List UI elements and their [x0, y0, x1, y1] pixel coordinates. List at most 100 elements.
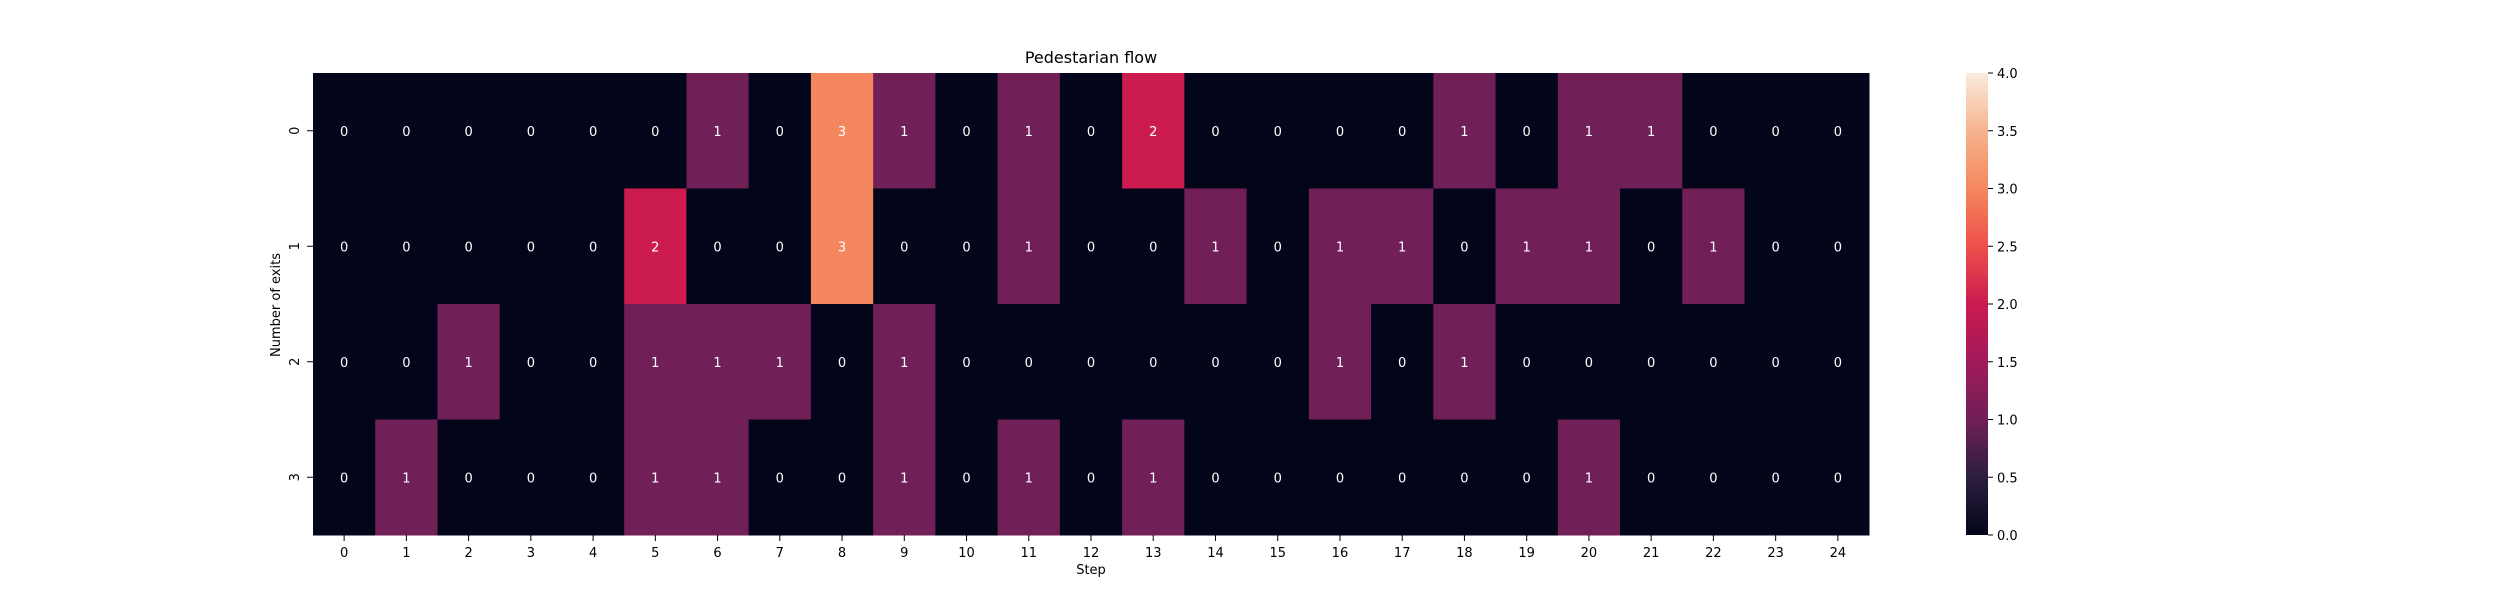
- cell-value-label: 0: [402, 125, 410, 140]
- cell-value-label: 0: [1523, 356, 1531, 371]
- colorbar-tick-label: 0.5: [1997, 471, 2018, 486]
- cell-value-label: 0: [1087, 125, 1095, 140]
- heatmap-cell: [1184, 188, 1248, 305]
- cell-value-label: 1: [651, 356, 659, 371]
- cell-value-label: 1: [713, 471, 721, 486]
- heatmap-cell: [313, 188, 376, 305]
- cell-value-label: 0: [1647, 471, 1655, 486]
- heatmap-cell: [1122, 188, 1185, 305]
- cell-value-label: 0: [340, 356, 348, 371]
- cell-value-label: 1: [1149, 471, 1157, 486]
- heatmap-cell: [997, 304, 1061, 420]
- cell-value-label: 0: [1834, 240, 1842, 255]
- heatmap-cell: [810, 419, 874, 536]
- heatmap-cell: [1682, 304, 1746, 420]
- cell-value-label: 0: [589, 356, 597, 371]
- cell-value-label: 1: [713, 356, 721, 371]
- x-tick-label: 3: [527, 546, 535, 561]
- heatmap-cell: [1246, 419, 1310, 536]
- x-tick-label: 24: [1830, 546, 1847, 561]
- x-tick-label: 11: [1020, 546, 1037, 561]
- heatmap-cell: [1682, 73, 1746, 189]
- cell-value-label: 1: [1460, 356, 1468, 371]
- cell-value-label: 0: [1771, 471, 1779, 486]
- cell-value-label: 0: [1523, 471, 1531, 486]
- cell-value-label: 0: [1274, 240, 1282, 255]
- heatmap-cell: [873, 73, 936, 189]
- x-tick-label: 5: [651, 546, 659, 561]
- heatmap-cell: [1059, 73, 1123, 189]
- y-tick-label: 0: [288, 127, 303, 135]
- x-axis: 0 1 2 3 4 5 6 7 8 9 10 11 12 13 14 15 16 17 18 19 20 21 22 23 24: [340, 535, 1846, 561]
- heatmap-cell: [748, 419, 812, 536]
- heatmap-cell: [375, 188, 438, 305]
- x-tick-label: 9: [900, 546, 908, 561]
- cell-value-label: 1: [1025, 240, 1033, 255]
- heatmap-cell: [686, 73, 750, 189]
- cell-value-label: 0: [1460, 240, 1468, 255]
- heatmap-cell: [1059, 304, 1123, 420]
- cell-value-label: 0: [527, 356, 535, 371]
- cell-value-label: 0: [1834, 356, 1842, 371]
- cell-value-label: 1: [1585, 240, 1593, 255]
- heatmap-cell: [810, 73, 874, 189]
- heatmap-cell: [1059, 188, 1123, 305]
- heatmap-cell: [437, 188, 501, 305]
- heatmap-cell: [1371, 304, 1434, 420]
- cell-value-label: 0: [776, 125, 784, 140]
- heatmap-cell: [748, 304, 812, 420]
- cell-value-label: 0: [464, 240, 472, 255]
- heatmap-cell: [1806, 419, 1870, 536]
- heatmap-cell: [1184, 419, 1248, 536]
- heatmap-cell: [935, 304, 999, 420]
- heatmap-cell: [375, 304, 438, 420]
- heatmap-cell: [499, 188, 563, 305]
- cell-value-label: 1: [776, 356, 784, 371]
- heatmap-cell: [1744, 419, 1808, 536]
- cell-value-label: 1: [402, 471, 410, 486]
- heatmap-cell: [997, 73, 1061, 189]
- x-tick-label: 4: [589, 546, 597, 561]
- heatmap-cell: [561, 73, 625, 189]
- colorbar-tick-label: 2.5: [1997, 240, 2018, 255]
- cell-value-label: 3: [838, 125, 846, 140]
- heatmap-cell: [313, 304, 376, 420]
- heatmap-cell: [313, 419, 376, 536]
- cell-value-label: 1: [1336, 240, 1344, 255]
- cell-value-label: 1: [1398, 240, 1406, 255]
- cell-value-label: 0: [464, 471, 472, 486]
- cell-value-label: 0: [962, 471, 970, 486]
- cell-value-label: 3: [838, 240, 846, 255]
- heatmap-cell: [1744, 73, 1808, 189]
- heatmap-cell: [313, 73, 376, 189]
- heatmap-cell: [1806, 304, 1870, 420]
- heatmap-cell: [1184, 304, 1248, 420]
- heatmap-cell: [686, 188, 750, 305]
- cell-value-label: 0: [589, 240, 597, 255]
- heatmap-cell: [561, 188, 625, 305]
- x-tick-label: 13: [1145, 546, 1162, 561]
- colorbar-tick-label: 1.0: [1997, 414, 2018, 429]
- heatmap-cell: [748, 188, 812, 305]
- cell-value-label: 0: [1087, 356, 1095, 371]
- cell-value-label: 0: [713, 240, 721, 255]
- colorbar-gradient: [1966, 73, 1988, 535]
- heatmap-cell: [1059, 419, 1123, 536]
- cell-value-label: 0: [1211, 125, 1219, 140]
- x-tick-label: 16: [1332, 546, 1349, 561]
- cell-value-label: 0: [527, 125, 535, 140]
- cell-value-label: 0: [527, 240, 535, 255]
- y-tick-label: 1: [288, 242, 303, 250]
- cell-value-label: 1: [1025, 471, 1033, 486]
- cell-value-label: 0: [589, 471, 597, 486]
- heatmap-cell: [997, 419, 1061, 536]
- x-tick-label: 10: [958, 546, 975, 561]
- x-tick-label: 23: [1767, 546, 1784, 561]
- cell-value-label: 0: [1647, 240, 1655, 255]
- cell-value-label: 1: [1025, 125, 1033, 140]
- cell-value-label: 0: [1274, 356, 1282, 371]
- cell-value-label: 1: [900, 125, 908, 140]
- cell-value-label: 1: [1460, 125, 1468, 140]
- heatmap-cell: [1433, 419, 1497, 536]
